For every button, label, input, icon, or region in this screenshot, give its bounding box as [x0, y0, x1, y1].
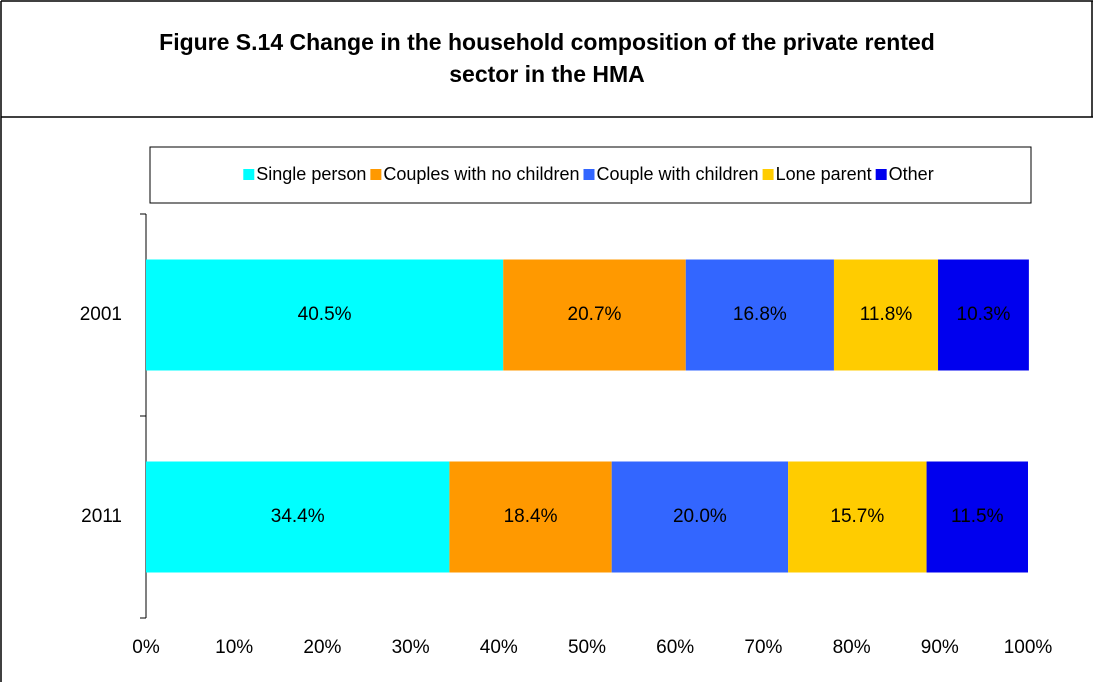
- y-tick-label: 2001: [80, 304, 122, 325]
- x-tick-label: 50%: [568, 637, 606, 658]
- x-tick-label: 60%: [656, 637, 694, 658]
- bar-segment: [685, 259, 834, 371]
- value-label: 11.5%: [951, 506, 1004, 527]
- value-label: 20.7%: [568, 304, 622, 325]
- legend-label: Lone parent: [776, 164, 872, 184]
- bar-segment: [788, 461, 927, 573]
- value-label: 34.4%: [271, 506, 325, 527]
- x-tick-label: 10%: [215, 637, 253, 658]
- x-tick-label: 90%: [921, 637, 959, 658]
- legend-label: Other: [889, 164, 934, 184]
- legend-label: Couple with children: [596, 164, 758, 184]
- x-tick-label: 80%: [833, 637, 871, 658]
- value-label: 11.8%: [860, 304, 913, 325]
- bar-segment: [146, 461, 450, 573]
- bar-segment: [833, 259, 939, 371]
- value-label: 20.0%: [673, 506, 727, 527]
- bar-segment: [449, 461, 612, 573]
- bar-segment: [503, 259, 686, 371]
- chart-title: Figure S.14 Change in the household comp…: [159, 29, 935, 55]
- legend-swatch: [583, 169, 595, 180]
- x-tick-label: 40%: [480, 637, 518, 658]
- value-label: 10.3%: [957, 304, 1011, 325]
- bar-segment: [926, 461, 1028, 573]
- x-tick-label: 0%: [132, 637, 160, 658]
- chart-title: sector in the HMA: [449, 61, 645, 87]
- x-tick-label: 100%: [1004, 637, 1053, 658]
- value-label: 16.8%: [733, 304, 787, 325]
- legend-swatch: [762, 169, 774, 180]
- value-label: 18.4%: [504, 506, 558, 527]
- y-tick-label: 2011: [81, 506, 122, 527]
- bar-segment: [938, 259, 1029, 371]
- legend-swatch: [243, 169, 255, 180]
- bar-segment: [611, 461, 789, 573]
- legend-swatch: [370, 169, 382, 180]
- x-tick-label: 30%: [392, 637, 430, 658]
- legend-swatch: [875, 169, 887, 180]
- value-label: 15.7%: [830, 506, 884, 527]
- x-tick-label: 20%: [303, 637, 341, 658]
- legend-label: Single person: [256, 164, 366, 184]
- legend-label: Couples with no children: [383, 164, 579, 184]
- x-tick-label: 70%: [744, 637, 782, 658]
- value-label: 40.5%: [298, 304, 352, 325]
- bar-segment: [146, 259, 504, 371]
